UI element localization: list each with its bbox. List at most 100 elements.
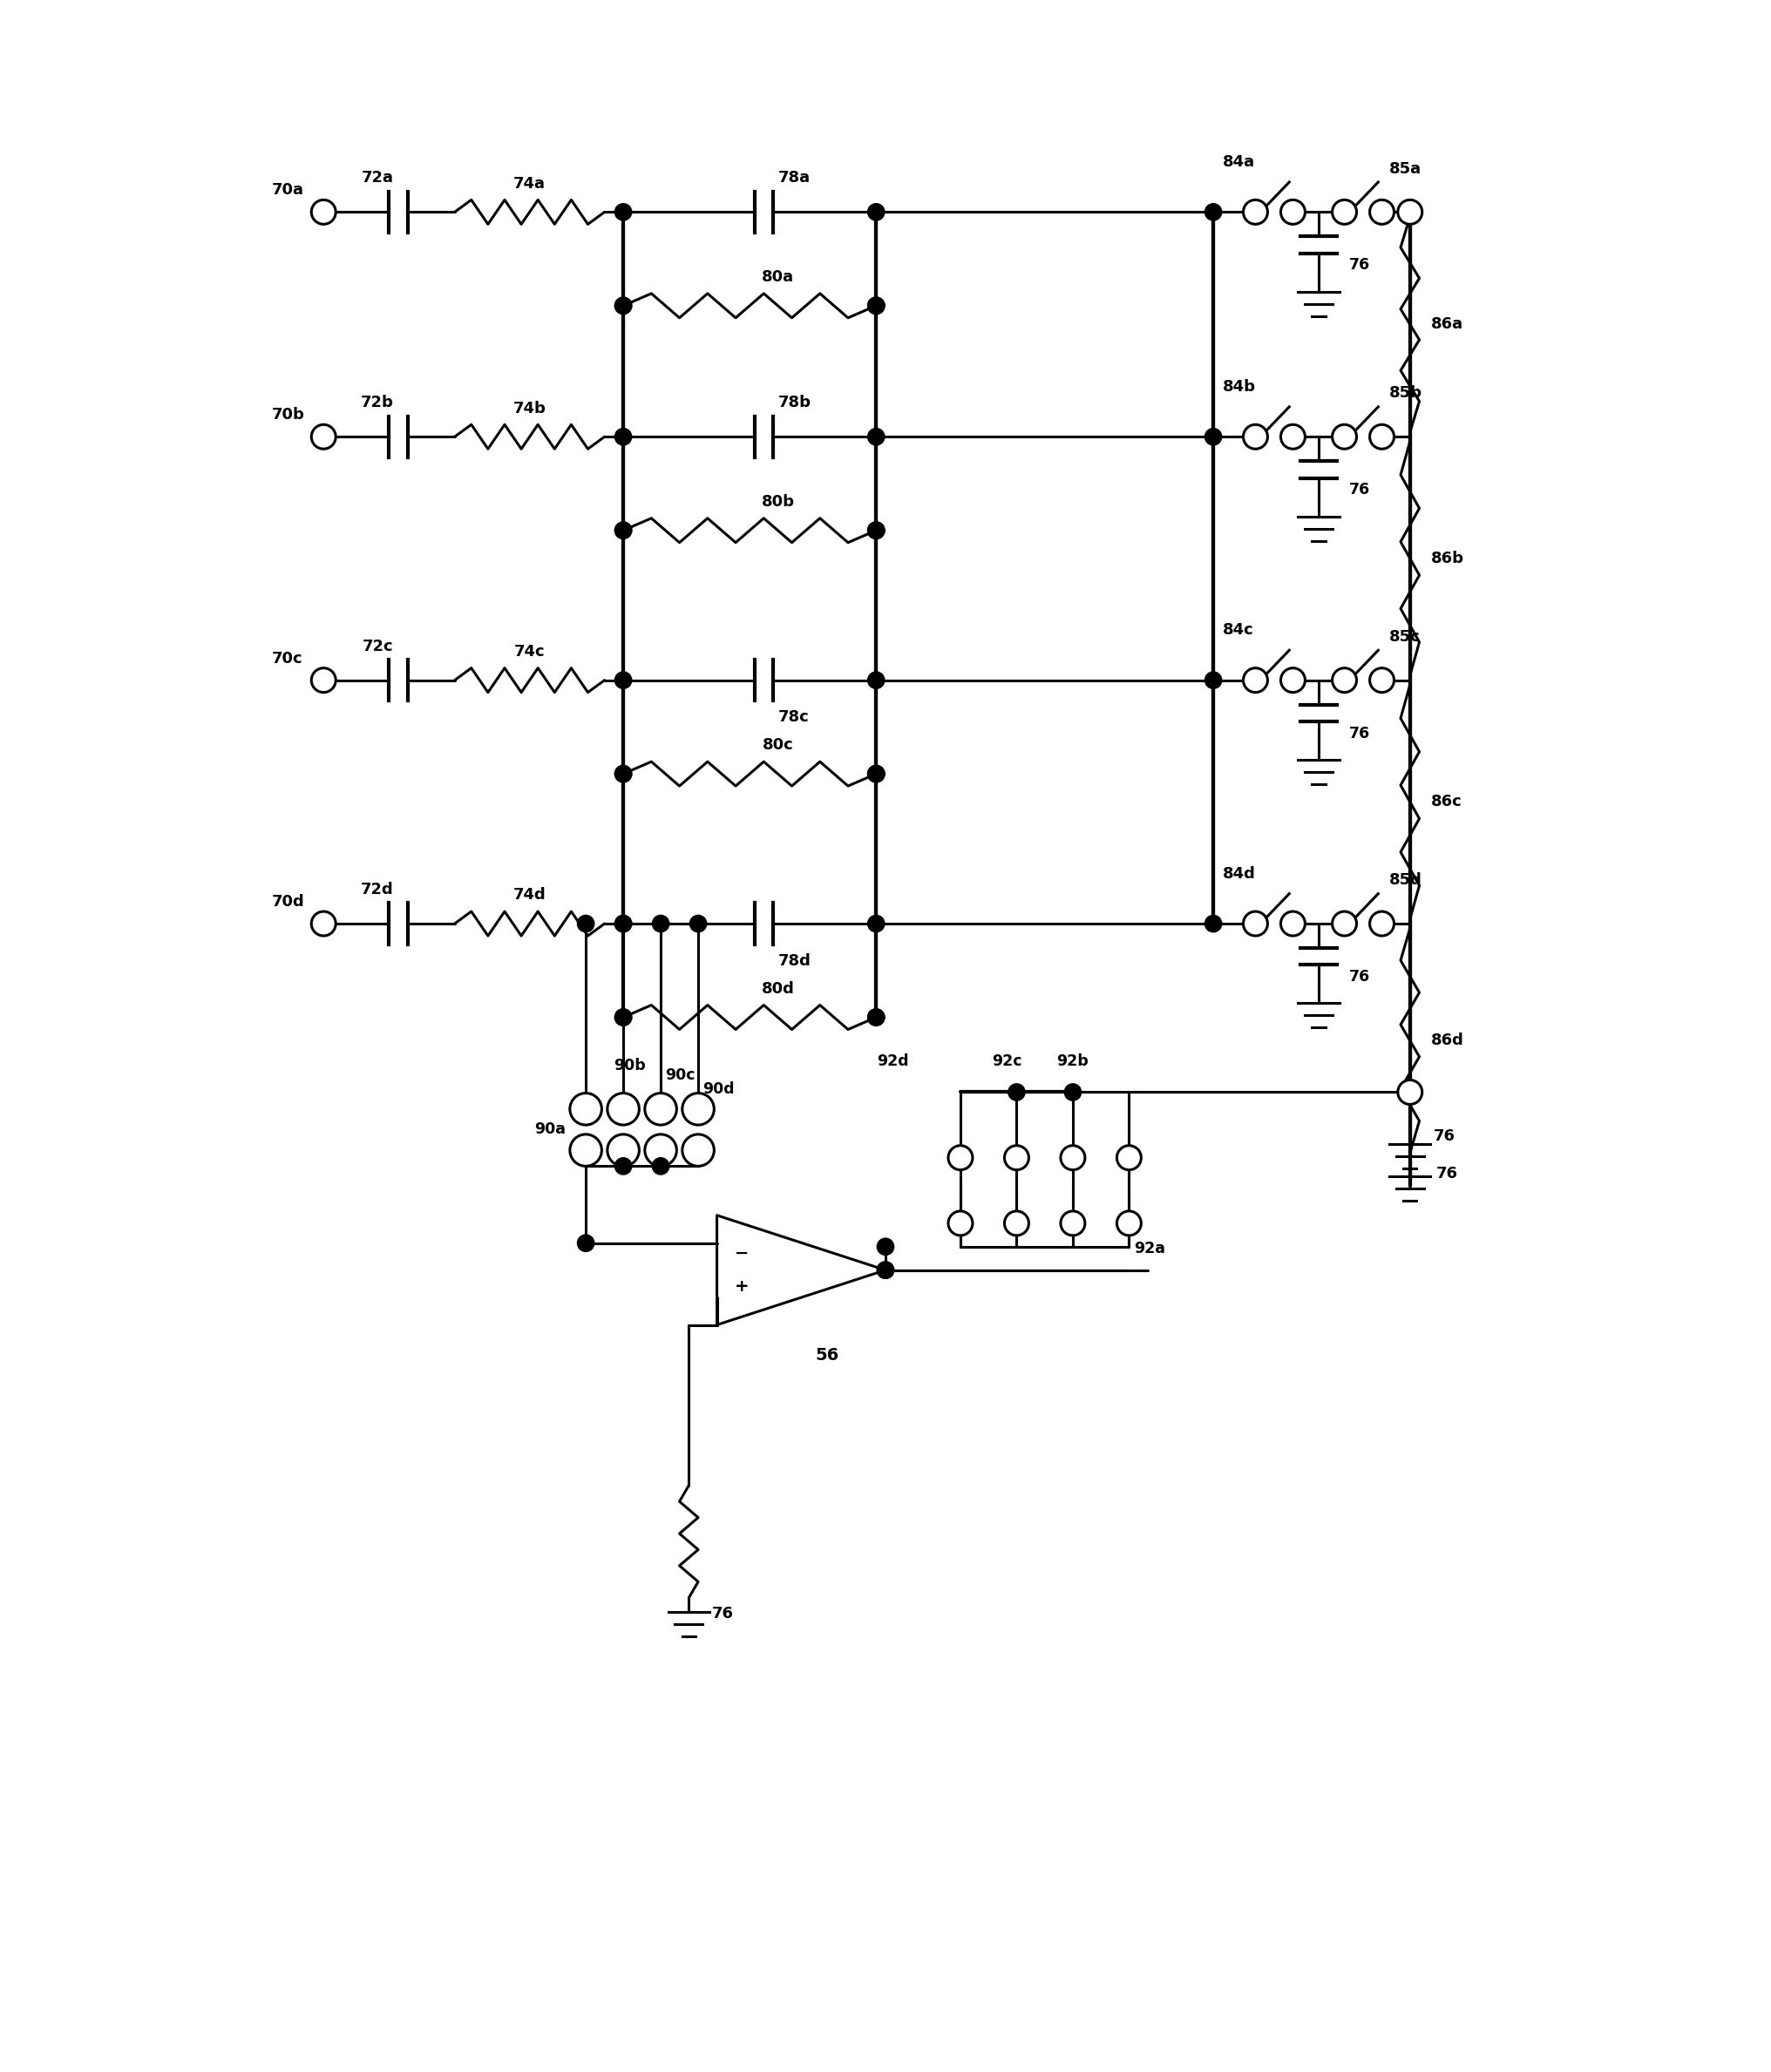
Circle shape bbox=[615, 1158, 632, 1175]
Circle shape bbox=[1332, 199, 1357, 224]
Circle shape bbox=[615, 296, 632, 315]
Text: −: − bbox=[735, 1245, 749, 1262]
Circle shape bbox=[1204, 203, 1222, 220]
Text: 78a: 78a bbox=[777, 170, 809, 186]
Text: 76: 76 bbox=[1350, 725, 1369, 742]
Text: 92c: 92c bbox=[992, 1053, 1022, 1069]
Circle shape bbox=[868, 916, 884, 932]
Circle shape bbox=[868, 765, 884, 783]
Circle shape bbox=[607, 1133, 639, 1167]
Circle shape bbox=[868, 671, 884, 688]
Text: 85a: 85a bbox=[1390, 162, 1422, 176]
Text: 84a: 84a bbox=[1222, 153, 1256, 170]
Circle shape bbox=[1204, 671, 1222, 688]
Circle shape bbox=[615, 765, 632, 783]
Text: 85c: 85c bbox=[1390, 630, 1420, 644]
Circle shape bbox=[868, 1009, 884, 1026]
Circle shape bbox=[615, 916, 632, 932]
Text: 90b: 90b bbox=[615, 1059, 646, 1073]
Circle shape bbox=[1061, 1212, 1086, 1235]
Circle shape bbox=[1280, 425, 1305, 450]
Text: 86d: 86d bbox=[1431, 1032, 1463, 1048]
Circle shape bbox=[607, 1094, 639, 1125]
Text: 72d: 72d bbox=[361, 883, 393, 897]
Text: 56: 56 bbox=[815, 1347, 839, 1363]
Circle shape bbox=[312, 425, 336, 450]
Circle shape bbox=[868, 765, 884, 783]
Circle shape bbox=[312, 912, 336, 937]
Circle shape bbox=[1243, 667, 1268, 692]
Text: 76: 76 bbox=[712, 1606, 733, 1620]
Text: 86a: 86a bbox=[1431, 317, 1463, 332]
Text: 90d: 90d bbox=[703, 1082, 735, 1096]
Text: 76: 76 bbox=[1436, 1164, 1458, 1181]
Text: 78b: 78b bbox=[777, 396, 811, 410]
Text: 78d: 78d bbox=[777, 953, 811, 968]
Circle shape bbox=[1332, 912, 1357, 937]
Circle shape bbox=[868, 296, 884, 315]
Circle shape bbox=[652, 1158, 669, 1175]
Circle shape bbox=[1369, 667, 1394, 692]
Circle shape bbox=[615, 522, 632, 539]
Circle shape bbox=[868, 765, 884, 783]
Text: 78c: 78c bbox=[777, 709, 809, 725]
Circle shape bbox=[1332, 425, 1357, 450]
Circle shape bbox=[1008, 1084, 1025, 1100]
Circle shape bbox=[868, 296, 884, 315]
Text: 76: 76 bbox=[1350, 257, 1369, 274]
Circle shape bbox=[1204, 916, 1222, 932]
Circle shape bbox=[1064, 1084, 1082, 1100]
Circle shape bbox=[615, 429, 632, 445]
Circle shape bbox=[868, 296, 884, 315]
Text: 92a: 92a bbox=[1133, 1241, 1165, 1256]
Circle shape bbox=[615, 765, 632, 783]
Text: 76: 76 bbox=[1350, 970, 1369, 984]
Circle shape bbox=[868, 429, 884, 445]
Circle shape bbox=[1369, 199, 1394, 224]
Text: 84d: 84d bbox=[1222, 866, 1256, 881]
Text: 74a: 74a bbox=[514, 176, 545, 191]
Circle shape bbox=[312, 199, 336, 224]
Circle shape bbox=[1004, 1212, 1029, 1235]
Circle shape bbox=[615, 296, 632, 315]
Circle shape bbox=[615, 1009, 632, 1026]
Circle shape bbox=[1369, 425, 1394, 450]
Circle shape bbox=[868, 203, 884, 220]
Circle shape bbox=[570, 1094, 602, 1125]
Text: 80b: 80b bbox=[762, 493, 795, 510]
Circle shape bbox=[570, 1133, 602, 1167]
Text: 80c: 80c bbox=[762, 738, 793, 754]
Circle shape bbox=[1118, 1146, 1141, 1171]
Circle shape bbox=[1204, 429, 1222, 445]
Circle shape bbox=[615, 522, 632, 539]
Circle shape bbox=[615, 203, 632, 220]
Text: 70c: 70c bbox=[273, 651, 303, 667]
Text: 74b: 74b bbox=[514, 400, 545, 416]
Text: 86b: 86b bbox=[1431, 551, 1463, 566]
Circle shape bbox=[1061, 1146, 1086, 1171]
Circle shape bbox=[877, 1239, 894, 1256]
Text: 76: 76 bbox=[1350, 483, 1369, 497]
Text: 90c: 90c bbox=[666, 1067, 696, 1084]
Circle shape bbox=[682, 1133, 714, 1167]
Text: 86c: 86c bbox=[1431, 794, 1461, 810]
Circle shape bbox=[1243, 425, 1268, 450]
Circle shape bbox=[615, 671, 632, 688]
Text: 90a: 90a bbox=[535, 1121, 565, 1138]
Circle shape bbox=[645, 1094, 677, 1125]
Circle shape bbox=[1280, 199, 1305, 224]
Text: 76: 76 bbox=[1433, 1127, 1456, 1144]
Circle shape bbox=[1280, 667, 1305, 692]
Circle shape bbox=[577, 916, 595, 932]
Circle shape bbox=[615, 1009, 632, 1026]
Circle shape bbox=[947, 1146, 972, 1171]
Circle shape bbox=[689, 916, 707, 932]
Text: 70d: 70d bbox=[273, 893, 305, 910]
Text: 74d: 74d bbox=[514, 887, 545, 903]
Circle shape bbox=[652, 916, 669, 932]
Circle shape bbox=[1369, 912, 1394, 937]
Circle shape bbox=[312, 667, 336, 692]
Circle shape bbox=[868, 1009, 884, 1026]
Circle shape bbox=[877, 1262, 894, 1278]
Text: 80a: 80a bbox=[762, 269, 793, 286]
